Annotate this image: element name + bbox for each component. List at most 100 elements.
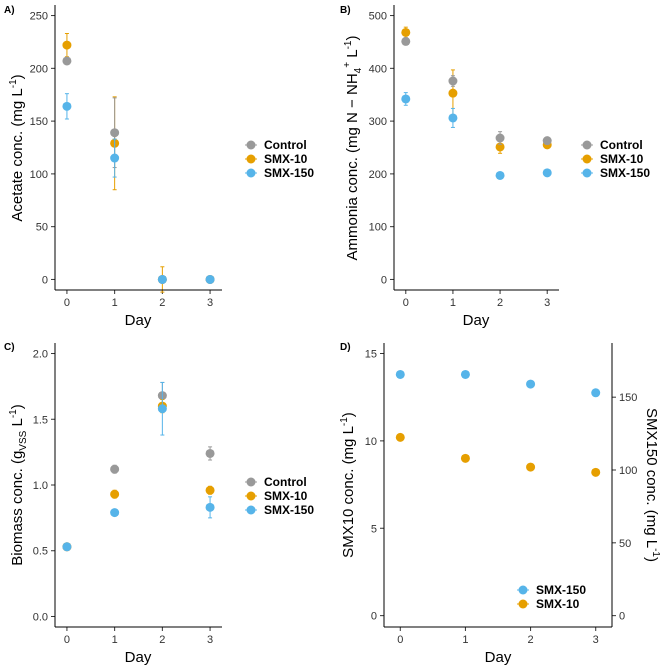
panel-b-y-tick-label: 0 — [381, 274, 387, 286]
panel-d-y2-tick-label: 50 — [619, 538, 631, 550]
panel-a-y-tick-label: 250 — [30, 11, 48, 23]
panel-c-point-smx-150 — [157, 404, 167, 414]
panel-a-point-smx-150 — [110, 153, 120, 163]
panel-b-point-control — [495, 133, 505, 143]
panel-d-x-tick-label: 1 — [462, 634, 468, 646]
panel-c-y-tick-label: 0.5 — [33, 546, 48, 558]
panel-a-legend-label-smx-150: SMX-150 — [264, 166, 314, 180]
panel-c-y-tick-label: 2.0 — [33, 349, 48, 361]
panel-c-legend-label-control: Control — [264, 475, 307, 489]
panel-c-y-title: Biomass conc. (gVSS L-1) — [8, 404, 29, 565]
panel-a-marks: 0 1 2 3 0 50 100 150 200 250 — [30, 11, 215, 309]
panel-a-x-tick-label: 3 — [207, 297, 213, 309]
panel-a-y-tick-label: 100 — [30, 169, 48, 181]
panel-a-x-tick-label: 1 — [112, 297, 118, 309]
panel-d-point-smx-150 — [526, 379, 536, 389]
panel-c-legend-label-smx-10: SMX-10 — [264, 489, 308, 503]
panel-a-y-tick-label: 150 — [30, 116, 48, 128]
panel-d-point-smx-150 — [395, 369, 405, 379]
panel-a-legend-label-control: Control — [264, 138, 307, 152]
panel-b-point-control — [542, 136, 552, 146]
panel-c-marks: 0 1 2 3 0.0 0.5 1.0 1.5 2.0 — [33, 349, 215, 646]
panel-b-letter: B) — [340, 5, 351, 16]
panel-d-y2-tick-label: 150 — [619, 392, 637, 404]
panel-b-point-smx-150 — [495, 170, 505, 180]
panel-d-y2-title: SMX150 conc. (mg L-1) — [643, 408, 661, 562]
panel-a-y-tick-label: 50 — [36, 222, 48, 234]
panel-d-y2-tick-label: 0 — [619, 611, 625, 623]
panel-d-y-tick-label: 10 — [365, 436, 377, 448]
panel-a-point-smx-150 — [205, 274, 215, 284]
panel-d-point-smx-10 — [395, 432, 405, 442]
panel-c-point-control — [110, 464, 120, 474]
panel-c-y-tick-label: 0.0 — [33, 611, 48, 623]
panel-b-legend-label-smx-150: SMX-150 — [600, 166, 650, 180]
panel-b-point-control — [401, 36, 411, 46]
panel-c-point-control — [205, 448, 215, 458]
panel-a-point-control — [62, 56, 72, 66]
panel-d-point-smx-150 — [591, 388, 601, 398]
panel-a-letter: A) — [4, 5, 15, 16]
panel-c-x-tick-label: 3 — [207, 634, 213, 646]
panel-b-marks: 0 1 2 3 0 100 200 300 400 500 — [369, 11, 552, 309]
panel-a-point-control — [110, 128, 120, 138]
panel-c-y-tick-label: 1.0 — [33, 480, 48, 492]
panel-d-point-smx-10 — [526, 462, 536, 472]
panel-b-point-smx-150 — [542, 168, 552, 178]
panel-c-x-tick-label: 1 — [112, 634, 118, 646]
panel-a-x-tick-label: 2 — [159, 297, 165, 309]
panel-a-y-tick-label: 0 — [42, 274, 48, 286]
panel-d-point-smx-10 — [591, 467, 601, 477]
panel-b-x-tick-label: 1 — [450, 297, 456, 309]
panel-a-x-tick-label: 0 — [64, 297, 70, 309]
panel-b-y-title: Ammonia conc. (mg N − NH4+ L-1) — [342, 36, 364, 261]
panel-d-legend: SMX-150 SMX-10 — [517, 583, 586, 611]
panel-b-x-tick-label: 2 — [497, 297, 503, 309]
panel-a-point-smx-10 — [62, 40, 72, 50]
panel-a-point-smx-150 — [157, 274, 167, 284]
panel-b-point-control — [448, 76, 458, 86]
panel-a-point-smx-150 — [62, 101, 72, 111]
panel-d-letter: D) — [340, 342, 351, 353]
panel-d-legend-label-smx-150: SMX-150 — [536, 583, 586, 597]
panel-b-point-smx-10 — [448, 88, 458, 98]
panel-b-legend-label-control: Control — [600, 138, 643, 152]
panel-d-y-title: SMX10 conc. (mg L-1) — [339, 412, 357, 558]
panel-a: A) 0 1 2 3 0 50 100 150 200 250 Acetate conc. (mg… — [4, 5, 314, 329]
panel-d-y-tick-label: 5 — [371, 523, 377, 535]
panel-d-y-tick-label: 0 — [371, 611, 377, 623]
panel-d-y2-tick-label: 100 — [619, 465, 637, 477]
panel-b-point-smx-10 — [401, 27, 411, 37]
panel-b-y-tick-label: 500 — [369, 11, 387, 23]
panel-b-point-smx-150 — [448, 113, 458, 123]
panel-b-x-tick-label: 0 — [403, 297, 409, 309]
panel-b-x-title: Day — [463, 312, 490, 329]
panel-a-y-title: Acetate conc. (mg L-1) — [8, 74, 26, 221]
panel-d-legend-label-smx-10: SMX-10 — [536, 597, 580, 611]
panel-c-point-smx-10 — [110, 489, 120, 499]
panel-d-y-tick-label: 15 — [365, 348, 377, 360]
panel-c-x-title: Day — [125, 649, 152, 666]
panel-b-y-tick-label: 200 — [369, 169, 387, 181]
panel-a-legend-label-smx-10: SMX-10 — [264, 152, 308, 166]
panel-c-point-smx-10 — [205, 485, 215, 495]
panel-a-legend: Control SMX-10 SMX-150 — [245, 138, 314, 180]
panel-c-x-tick-label: 0 — [64, 634, 70, 646]
panel-b: B) 0 1 2 3 0 100 200 300 400 500 Ammonia conc. (m… — [340, 5, 650, 329]
panel-b-y-tick-label: 400 — [369, 63, 387, 75]
panel-c-point-smx-150 — [110, 508, 120, 518]
panel-b-y-tick-label: 100 — [369, 222, 387, 234]
panel-d-x-title: Day — [485, 649, 512, 666]
panel-d-point-smx-10 — [460, 453, 470, 463]
panel-d-point-smx-150 — [460, 369, 470, 379]
panel-b-x-tick-label: 3 — [544, 297, 550, 309]
panel-b-y-tick-label: 300 — [369, 116, 387, 128]
panel-b-legend: Control SMX-10 SMX-150 — [581, 138, 650, 180]
panel-d-x-tick-label: 3 — [593, 634, 599, 646]
panel-c-point-smx-150 — [205, 502, 215, 512]
panel-a-y-tick-label: 200 — [30, 63, 48, 75]
panel-b-point-smx-10 — [495, 142, 505, 152]
panel-d-x-tick-label: 2 — [528, 634, 534, 646]
panel-c-legend: Control SMX-10 SMX-150 — [245, 475, 314, 517]
panel-b-point-smx-150 — [401, 94, 411, 104]
